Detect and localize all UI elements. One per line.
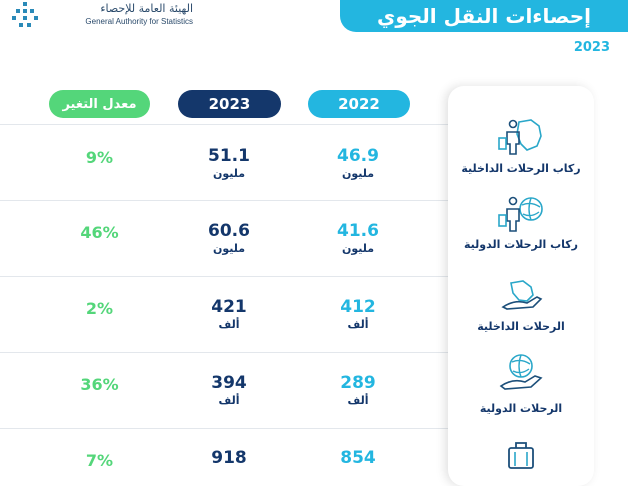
- value-2022-row5: 854: [340, 448, 376, 468]
- international-flights-icon: [499, 354, 543, 390]
- value-2022-row4: 289: [340, 373, 376, 393]
- column-header-change: معدل التغير: [49, 90, 150, 118]
- org-name-ar: الهيئة العامة للإحصاء: [100, 2, 193, 15]
- unit-2022-row1: مليون: [341, 167, 375, 180]
- domestic-flights-icon: [501, 280, 543, 310]
- value-2022-row3: 412: [340, 297, 376, 317]
- row-divider: [0, 428, 448, 429]
- change-row3: 2%: [85, 299, 114, 318]
- year-label: 2023: [573, 40, 610, 55]
- unit-2022-row3: ألف: [347, 318, 369, 331]
- column-header-2022: 2022: [308, 90, 410, 118]
- row-divider: [0, 124, 448, 125]
- domestic-passenger-icon: [498, 119, 542, 155]
- column-header-2023: 2023: [178, 90, 281, 118]
- unit-2022-row4: ألف: [347, 394, 369, 407]
- value-2023-row4: 394: [211, 373, 247, 393]
- org-name-en: General Authority for Statistics: [85, 17, 193, 26]
- category-label-row3: الرحلات الداخلية: [477, 320, 565, 333]
- page-title: إحصاءات النقل الجوي: [340, 0, 628, 32]
- change-row2: 46%: [80, 223, 119, 242]
- category-label-row1: ركاب الرحلات الداخلية: [461, 162, 581, 175]
- gastat-logo: الهيئة العامة للإحصاء General Authority …: [8, 0, 193, 34]
- row-divider: [0, 352, 448, 353]
- luggage-icon: [508, 442, 534, 469]
- category-label-row4: الرحلات الدولية: [479, 402, 563, 415]
- row-divider: [0, 276, 448, 277]
- value-2023-row5: 918: [211, 448, 247, 468]
- change-row4: 36%: [80, 375, 119, 394]
- unit-2023-row4: ألف: [218, 394, 240, 407]
- value-2022-row2: 41.6: [337, 221, 379, 241]
- row-divider: [0, 200, 448, 201]
- unit-2023-row3: ألف: [218, 318, 240, 331]
- gastat-emblem-icon: [12, 2, 38, 27]
- category-panel: [448, 86, 594, 486]
- category-label-row2: ركاب الرحلات الدولية: [463, 238, 579, 251]
- change-row5: 7%: [85, 451, 114, 470]
- value-2023-row1: 51.1: [208, 146, 250, 166]
- value-2022-row1: 46.9: [337, 146, 379, 166]
- value-2023-row3: 421: [211, 297, 247, 317]
- unit-2023-row2: مليون: [212, 242, 246, 255]
- unit-2023-row1: مليون: [212, 167, 246, 180]
- international-passenger-icon: [498, 196, 543, 232]
- value-2023-row2: 60.6: [208, 221, 250, 241]
- unit-2022-row2: مليون: [341, 242, 375, 255]
- change-row1: 9%: [85, 148, 114, 167]
